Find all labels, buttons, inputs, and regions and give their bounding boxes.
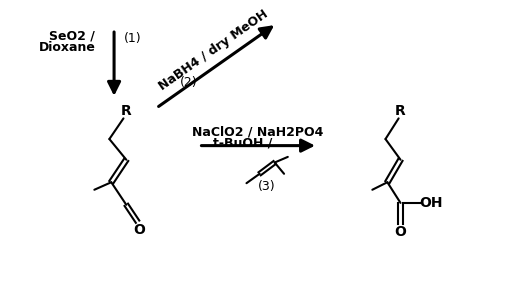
- Text: OH: OH: [419, 196, 442, 210]
- Text: R: R: [395, 104, 406, 118]
- Text: (1): (1): [124, 32, 142, 45]
- Text: (2): (2): [179, 76, 197, 89]
- Text: Dioxane: Dioxane: [39, 41, 96, 54]
- Text: O: O: [395, 225, 406, 239]
- Text: SeO2 /: SeO2 /: [49, 29, 95, 42]
- Text: NaBH4 / dry MeOH: NaBH4 / dry MeOH: [156, 7, 271, 93]
- Text: R: R: [121, 104, 132, 118]
- Text: O: O: [134, 223, 145, 237]
- Text: NaClO2 / NaH2PO4: NaClO2 / NaH2PO4: [192, 125, 324, 138]
- Text: t-BuOH /: t-BuOH /: [213, 136, 272, 149]
- Text: (3): (3): [259, 180, 276, 193]
